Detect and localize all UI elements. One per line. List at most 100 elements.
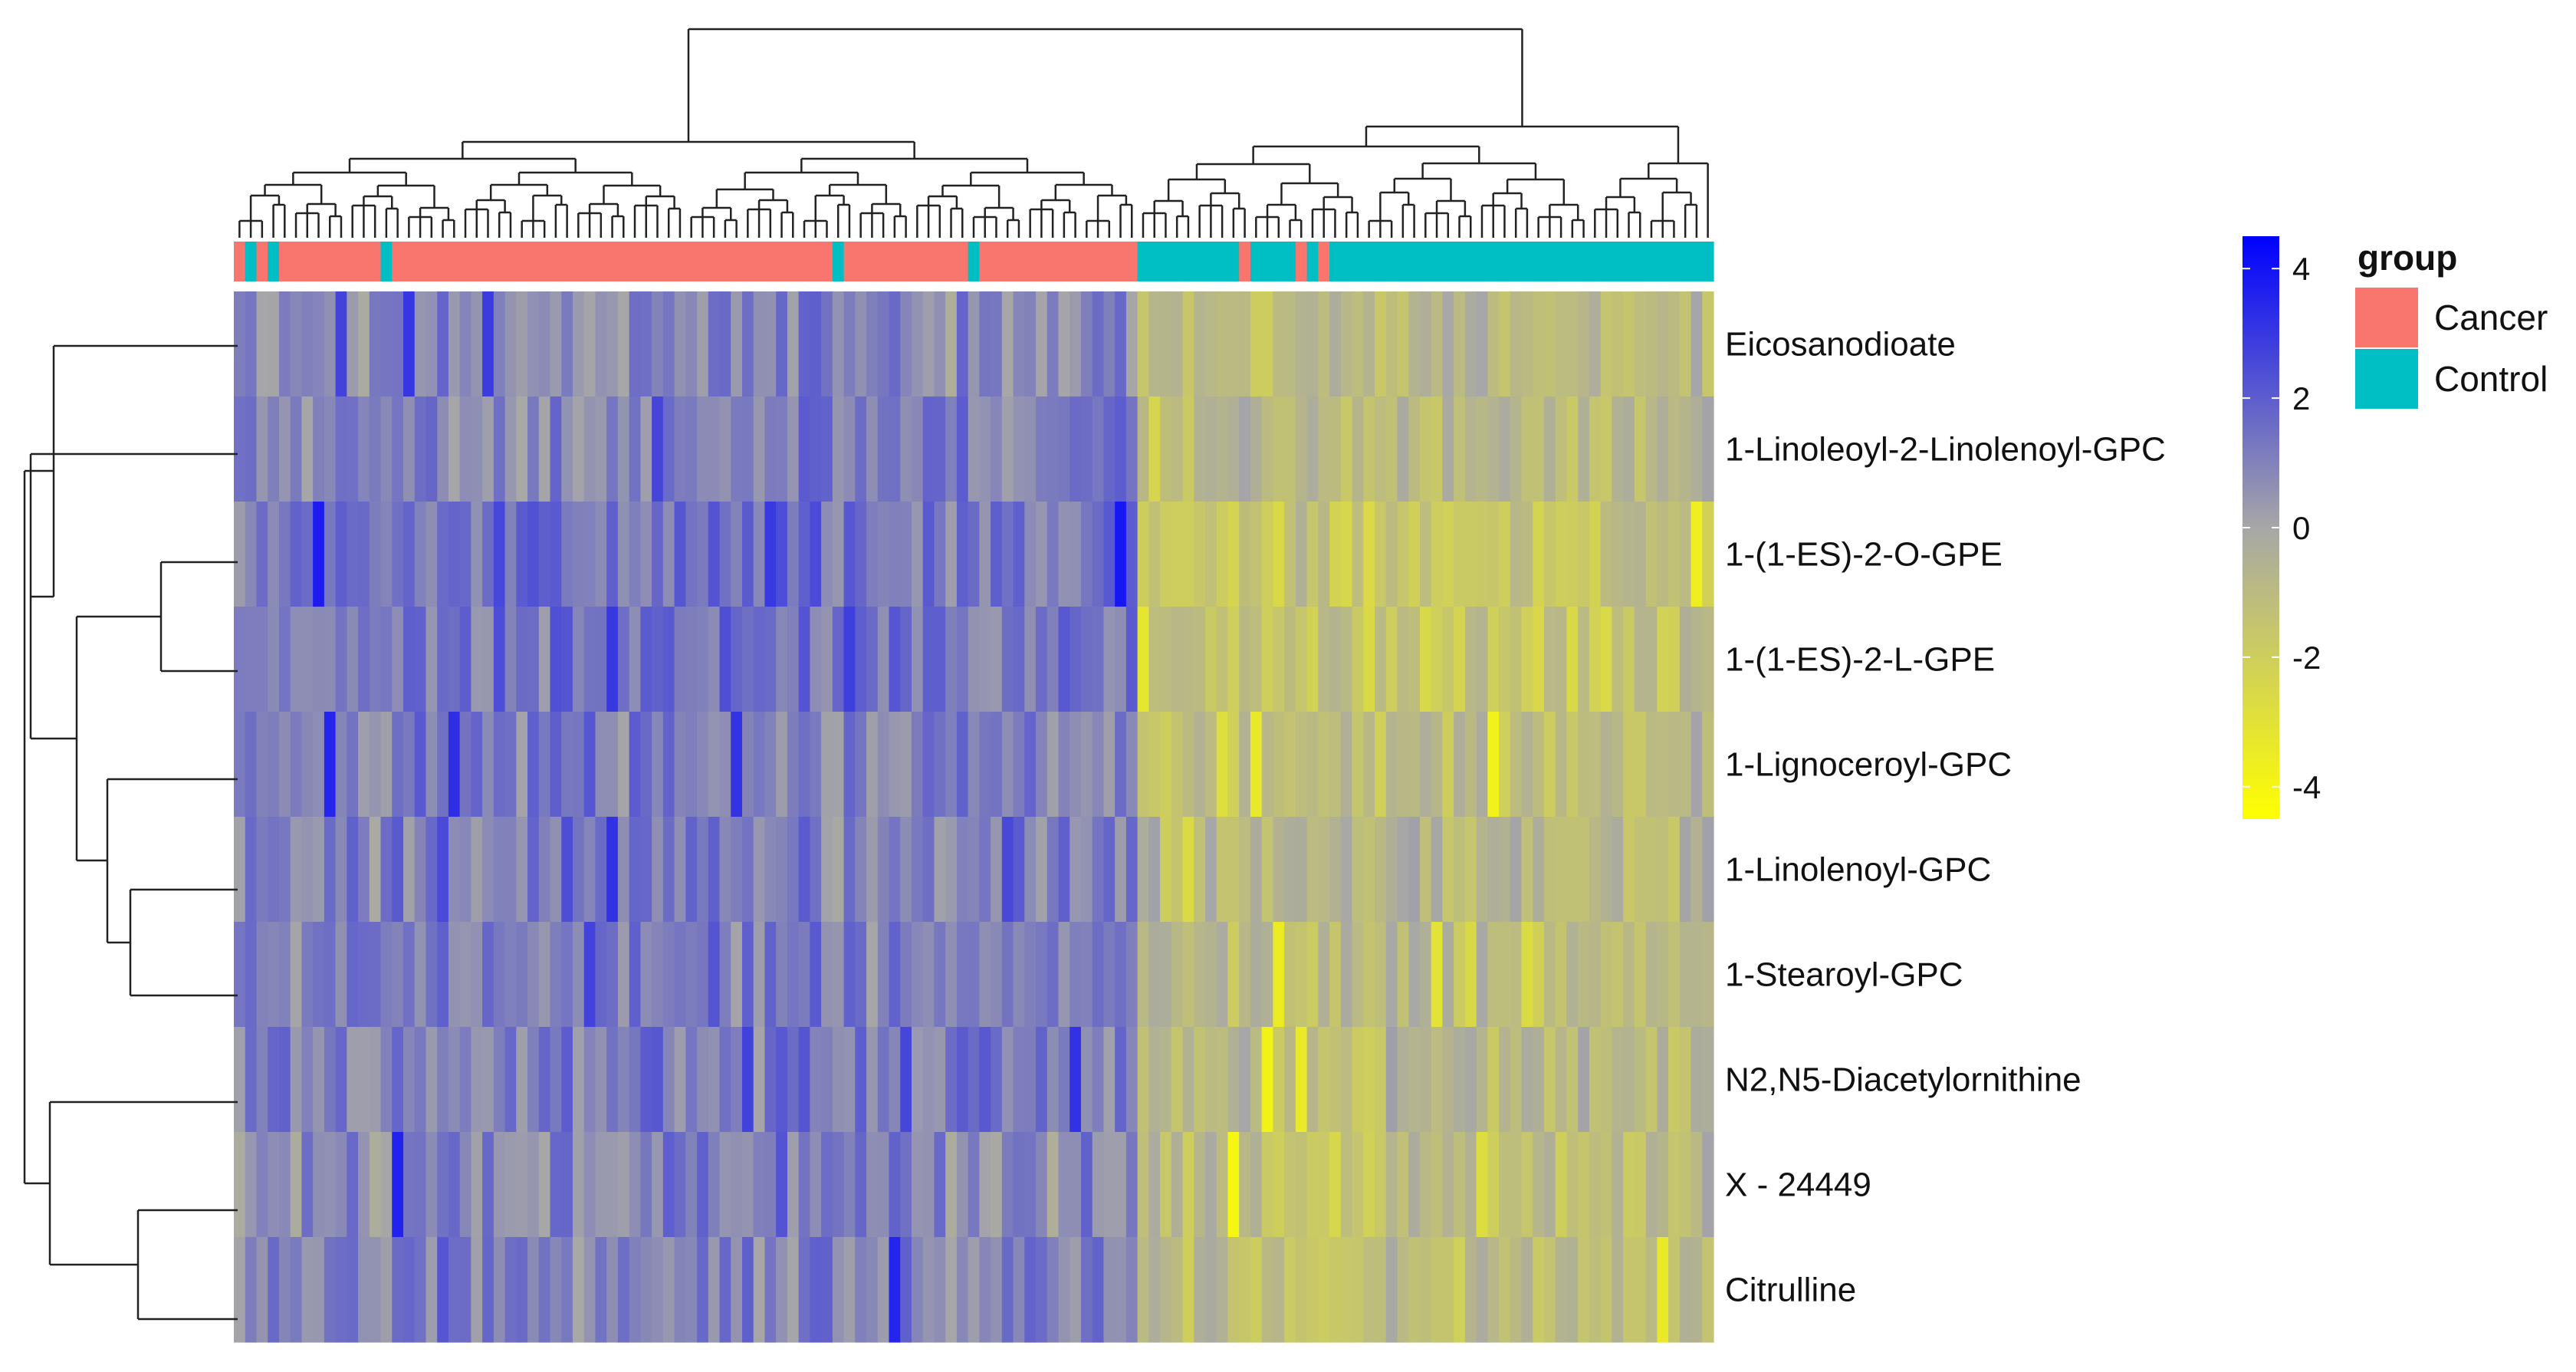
heatmap-cell	[347, 1132, 359, 1238]
heatmap-cell	[1397, 291, 1409, 397]
heatmap-cell	[1171, 922, 1184, 1028]
heatmap-cell	[685, 291, 698, 397]
group-annotation-cell	[1566, 242, 1579, 281]
heatmap-cell	[776, 607, 788, 712]
heatmap-cell	[426, 396, 438, 502]
heatmap-cell	[550, 1132, 562, 1238]
heatmap-cell	[1340, 817, 1353, 923]
heatmap-cell	[1408, 291, 1421, 397]
heatmap-cell	[1284, 502, 1296, 607]
heatmap-cell	[640, 396, 652, 502]
heatmap-cell	[1408, 817, 1421, 923]
heatmap-cell	[1103, 607, 1116, 712]
heatmap-cell	[697, 291, 709, 397]
heatmap-cell	[471, 291, 483, 397]
heatmap-cell	[1476, 712, 1488, 818]
heatmap-cell	[1510, 922, 1523, 1028]
heatmap-cell	[268, 817, 280, 923]
color-bar-tick-label: 0	[2292, 510, 2310, 546]
heatmap-cell	[1555, 607, 1568, 712]
heatmap-cell	[1058, 1132, 1070, 1238]
heatmap-cell	[1397, 712, 1409, 818]
heatmap-cell	[708, 1027, 721, 1133]
heatmap-cell	[1001, 922, 1014, 1028]
heatmap-cell	[1318, 291, 1330, 397]
heatmap-cell	[1544, 291, 1556, 397]
heatmap-cell	[855, 396, 867, 502]
heatmap-cell	[1352, 922, 1364, 1028]
heatmap-cell	[1352, 1027, 1364, 1133]
heatmap-cell	[278, 396, 291, 502]
heatmap-cell	[1340, 291, 1353, 397]
heatmap-cell	[662, 1237, 675, 1343]
heatmap-cell	[1521, 1237, 1533, 1343]
group-annotation-cell	[234, 242, 246, 281]
heatmap-cell	[1442, 291, 1454, 397]
heatmap-cell	[1363, 607, 1375, 712]
heatmap-cell	[1182, 922, 1194, 1028]
heatmap-cell	[268, 396, 280, 502]
heatmap-cell	[1148, 396, 1161, 502]
heatmap-cell	[1668, 607, 1681, 712]
heatmap-cell	[731, 1237, 743, 1343]
heatmap-cell	[934, 396, 946, 502]
group-legend-label: Cancer	[2434, 298, 2548, 337]
heatmap-cell	[1273, 291, 1285, 397]
heatmap-cell	[1600, 1237, 1613, 1343]
heatmap-cell	[1487, 291, 1500, 397]
heatmap-cell	[1306, 396, 1319, 502]
heatmap-cell	[1454, 1027, 1466, 1133]
heatmap-cell	[1182, 1132, 1194, 1238]
heatmap-cell	[843, 291, 856, 397]
heatmap-cell	[719, 502, 731, 607]
color-bar-tick-label: 2	[2292, 380, 2310, 416]
heatmap-cell	[245, 396, 258, 502]
heatmap-cell	[1385, 607, 1398, 712]
group-annotation-cell	[347, 242, 359, 281]
heatmap-cell	[1194, 396, 1206, 502]
heatmap-cell	[934, 1027, 946, 1133]
heatmap-cell	[1013, 396, 1025, 502]
heatmap-cell	[1001, 712, 1014, 818]
heatmap-cell	[911, 922, 924, 1028]
heatmap-cell	[561, 1132, 573, 1238]
heatmap-cell	[1555, 712, 1568, 818]
heatmap-cell	[991, 1027, 1003, 1133]
heatmap-cell	[798, 1027, 810, 1133]
heatmap-cell	[1375, 291, 1387, 397]
heatmap-cell	[1464, 1132, 1477, 1238]
heatmap-cell	[358, 922, 370, 1028]
heatmap-cell	[866, 922, 879, 1028]
heatmap-cell	[1657, 1237, 1669, 1343]
heatmap-cell	[741, 922, 754, 1028]
heatmap-cell	[662, 817, 675, 923]
heatmap-cell	[482, 1237, 495, 1343]
group-annotation-cell	[1001, 242, 1014, 281]
heatmap-cell	[1284, 1027, 1296, 1133]
heatmap-cell	[527, 712, 540, 818]
group-annotation-cell	[1318, 242, 1330, 281]
heatmap-cell	[1125, 607, 1138, 712]
heatmap-cell	[1419, 396, 1432, 502]
heatmap-cell	[1001, 817, 1014, 923]
heatmap-cell	[1080, 712, 1093, 818]
heatmap-cell	[414, 817, 427, 923]
heatmap-cell	[1306, 712, 1319, 818]
heatmap-cell	[979, 922, 991, 1028]
heatmap-cell	[527, 291, 540, 397]
heatmap-cell	[1668, 1027, 1681, 1133]
group-annotation-cell	[1352, 242, 1364, 281]
heatmap-cell	[1499, 1237, 1511, 1343]
heatmap-cell	[652, 607, 664, 712]
group-annotation-cell	[278, 242, 291, 281]
heatmap-cell	[968, 396, 980, 502]
heatmap-cell	[1318, 396, 1330, 502]
heatmap-cell	[1205, 817, 1217, 923]
heatmap-cell	[821, 396, 833, 502]
heatmap-cell	[234, 1027, 246, 1133]
heatmap-cell	[1408, 502, 1421, 607]
heatmap-cell	[1194, 1027, 1206, 1133]
heatmap-cell	[1261, 502, 1274, 607]
heatmap-cell	[493, 1237, 506, 1343]
heatmap-cell	[1137, 291, 1149, 397]
